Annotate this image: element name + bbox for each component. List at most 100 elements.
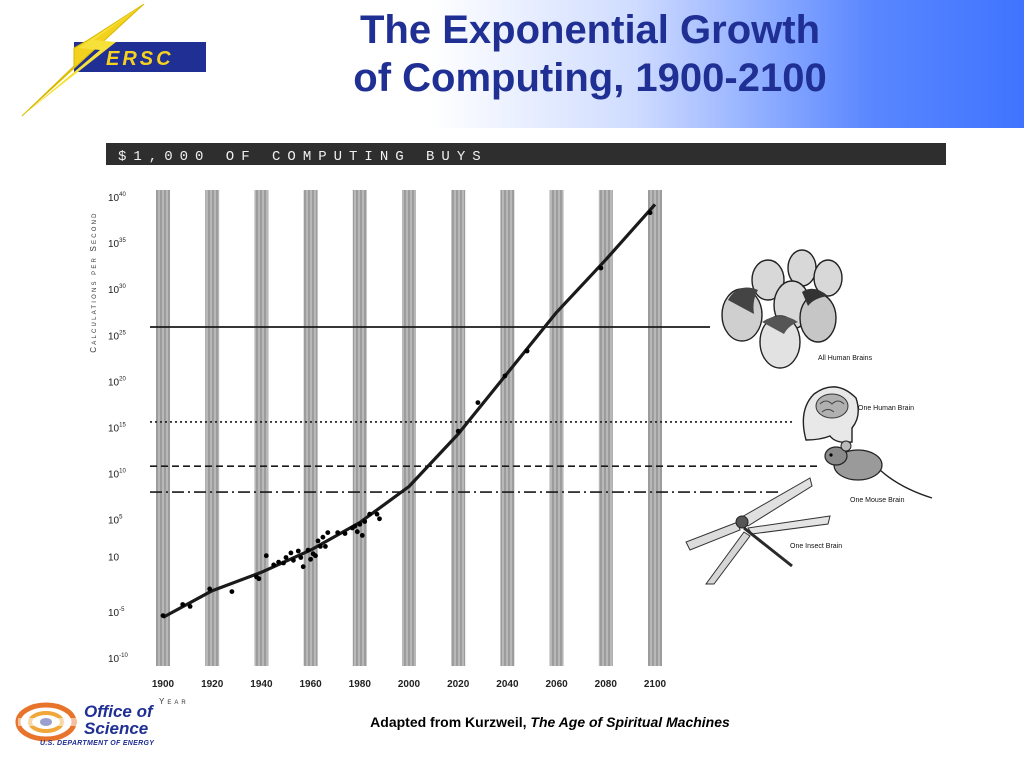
data-point	[283, 555, 289, 560]
x-tick-label: 1920	[201, 679, 224, 690]
slide-title: The Exponential Growth of Computing, 190…	[290, 6, 890, 102]
chart-banner-bg	[106, 143, 946, 165]
data-point	[291, 557, 296, 563]
data-point	[377, 516, 382, 522]
data-point	[308, 556, 313, 562]
data-point	[160, 613, 166, 618]
data-point	[455, 428, 461, 434]
year-grid-bar	[402, 190, 416, 666]
data-point	[187, 604, 193, 609]
slide-title-line1: The Exponential Growth	[359, 8, 821, 52]
mouse-illustration	[824, 440, 933, 499]
data-point	[502, 373, 508, 379]
x-tick-label: 1960	[299, 679, 322, 690]
y-tick-label: 1025	[108, 330, 126, 342]
data-point	[367, 511, 372, 517]
year-grid-bar	[500, 190, 515, 666]
office-of-science-text: Office of Science	[84, 703, 153, 737]
chart-banner: $1,000 OF COMPUTING BUYS	[106, 143, 946, 165]
x-tick-label: 1980	[349, 679, 372, 690]
data-point	[318, 544, 323, 549]
data-point	[256, 576, 262, 582]
y-tick-label: 1020	[108, 376, 126, 388]
y-tick-exponent: 35	[119, 238, 126, 244]
caption-book-title: The Age of Spiritual Machines	[530, 714, 730, 730]
one-mouse-brain-label: One Mouse Brain	[850, 497, 905, 504]
year-grid-bar	[598, 190, 613, 666]
data-point	[647, 210, 653, 216]
slide-title-line2: of Computing, 1900-2100	[353, 56, 827, 100]
data-point	[271, 562, 277, 568]
data-point	[323, 544, 328, 549]
data-point	[298, 555, 304, 560]
y-tick-exponent: 40	[119, 192, 126, 198]
data-point	[263, 553, 269, 559]
all-human-brains-label: All Human Brains	[818, 355, 873, 362]
x-axis-label: Year	[159, 697, 189, 706]
caption: Adapted from Kurzweil, The Age of Spirit…	[260, 714, 840, 730]
y-tick-label: 1040	[108, 192, 126, 204]
year-grid-bar	[451, 190, 466, 666]
nersc-logo-text: ERSC	[106, 48, 174, 70]
year-grid-bar	[254, 190, 269, 666]
y-tick-label: 1035	[108, 238, 126, 250]
x-tick-label: 2020	[447, 679, 470, 690]
data-point	[335, 530, 341, 535]
doe-logo	[15, 702, 77, 742]
data-point	[281, 560, 286, 566]
data-point	[180, 602, 186, 607]
caption-prefix: Adapted from Kurzweil,	[370, 714, 531, 730]
data-point	[475, 400, 481, 405]
data-point	[524, 348, 530, 354]
dragonfly-illustration	[685, 477, 831, 585]
year-grid-bar	[303, 190, 318, 666]
data-point	[598, 265, 604, 271]
x-tick-label: 2100	[644, 679, 667, 690]
data-point	[374, 511, 380, 517]
science-line: Science	[84, 719, 149, 738]
y-tick-exponent: 10	[119, 469, 126, 475]
y-tick-label: 1030	[108, 284, 126, 296]
nersc-logo: ERSC	[21, 4, 206, 117]
year-grid-bar	[156, 190, 170, 666]
y-tick-label: 1015	[108, 423, 126, 435]
doe-department-text: U.S. DEPARTMENT OF ENERGY	[40, 740, 155, 747]
x-tick-label: 1900	[152, 679, 175, 690]
one-human-brain-label: One Human Brain	[858, 405, 914, 412]
data-point	[362, 519, 368, 524]
data-point	[357, 521, 363, 527]
data-point	[295, 548, 301, 554]
year-grid-bar	[205, 190, 220, 666]
data-point	[276, 559, 281, 565]
year-grid-bar	[648, 190, 662, 666]
y-tick-label: 10-5	[108, 607, 125, 619]
x-tick-label: 2040	[496, 679, 519, 690]
data-point	[320, 534, 326, 540]
y-axis-label: Calculations per Second	[89, 211, 98, 352]
data-point	[359, 533, 365, 538]
y-tick-exponent: -10	[119, 653, 128, 659]
year-grid-bar	[549, 190, 564, 666]
data-point	[325, 530, 331, 535]
data-point	[207, 586, 213, 592]
x-tick-label: 1940	[250, 679, 273, 690]
data-point	[305, 547, 311, 553]
y-tick-exponent: -5	[119, 607, 125, 613]
one-insect-brain-label: One Insect Brain	[790, 543, 842, 550]
chart-banner-text: $1,000 OF COMPUTING BUYS	[118, 149, 488, 165]
office-of-line: Office of	[84, 702, 153, 721]
y-tick-label: 10	[108, 553, 120, 564]
data-point	[352, 523, 358, 529]
data-point	[313, 553, 318, 559]
y-tick-exponent: 20	[119, 376, 126, 382]
data-point	[315, 538, 321, 544]
year-grid-bar	[352, 190, 367, 666]
x-tick-label: 2000	[398, 679, 421, 690]
data-point	[354, 529, 360, 535]
data-point	[342, 531, 348, 536]
data-point	[288, 550, 294, 556]
y-tick-exponent: 25	[119, 330, 126, 336]
y-tick-exponent: 15	[119, 423, 126, 429]
x-tick-label: 2060	[545, 679, 568, 690]
